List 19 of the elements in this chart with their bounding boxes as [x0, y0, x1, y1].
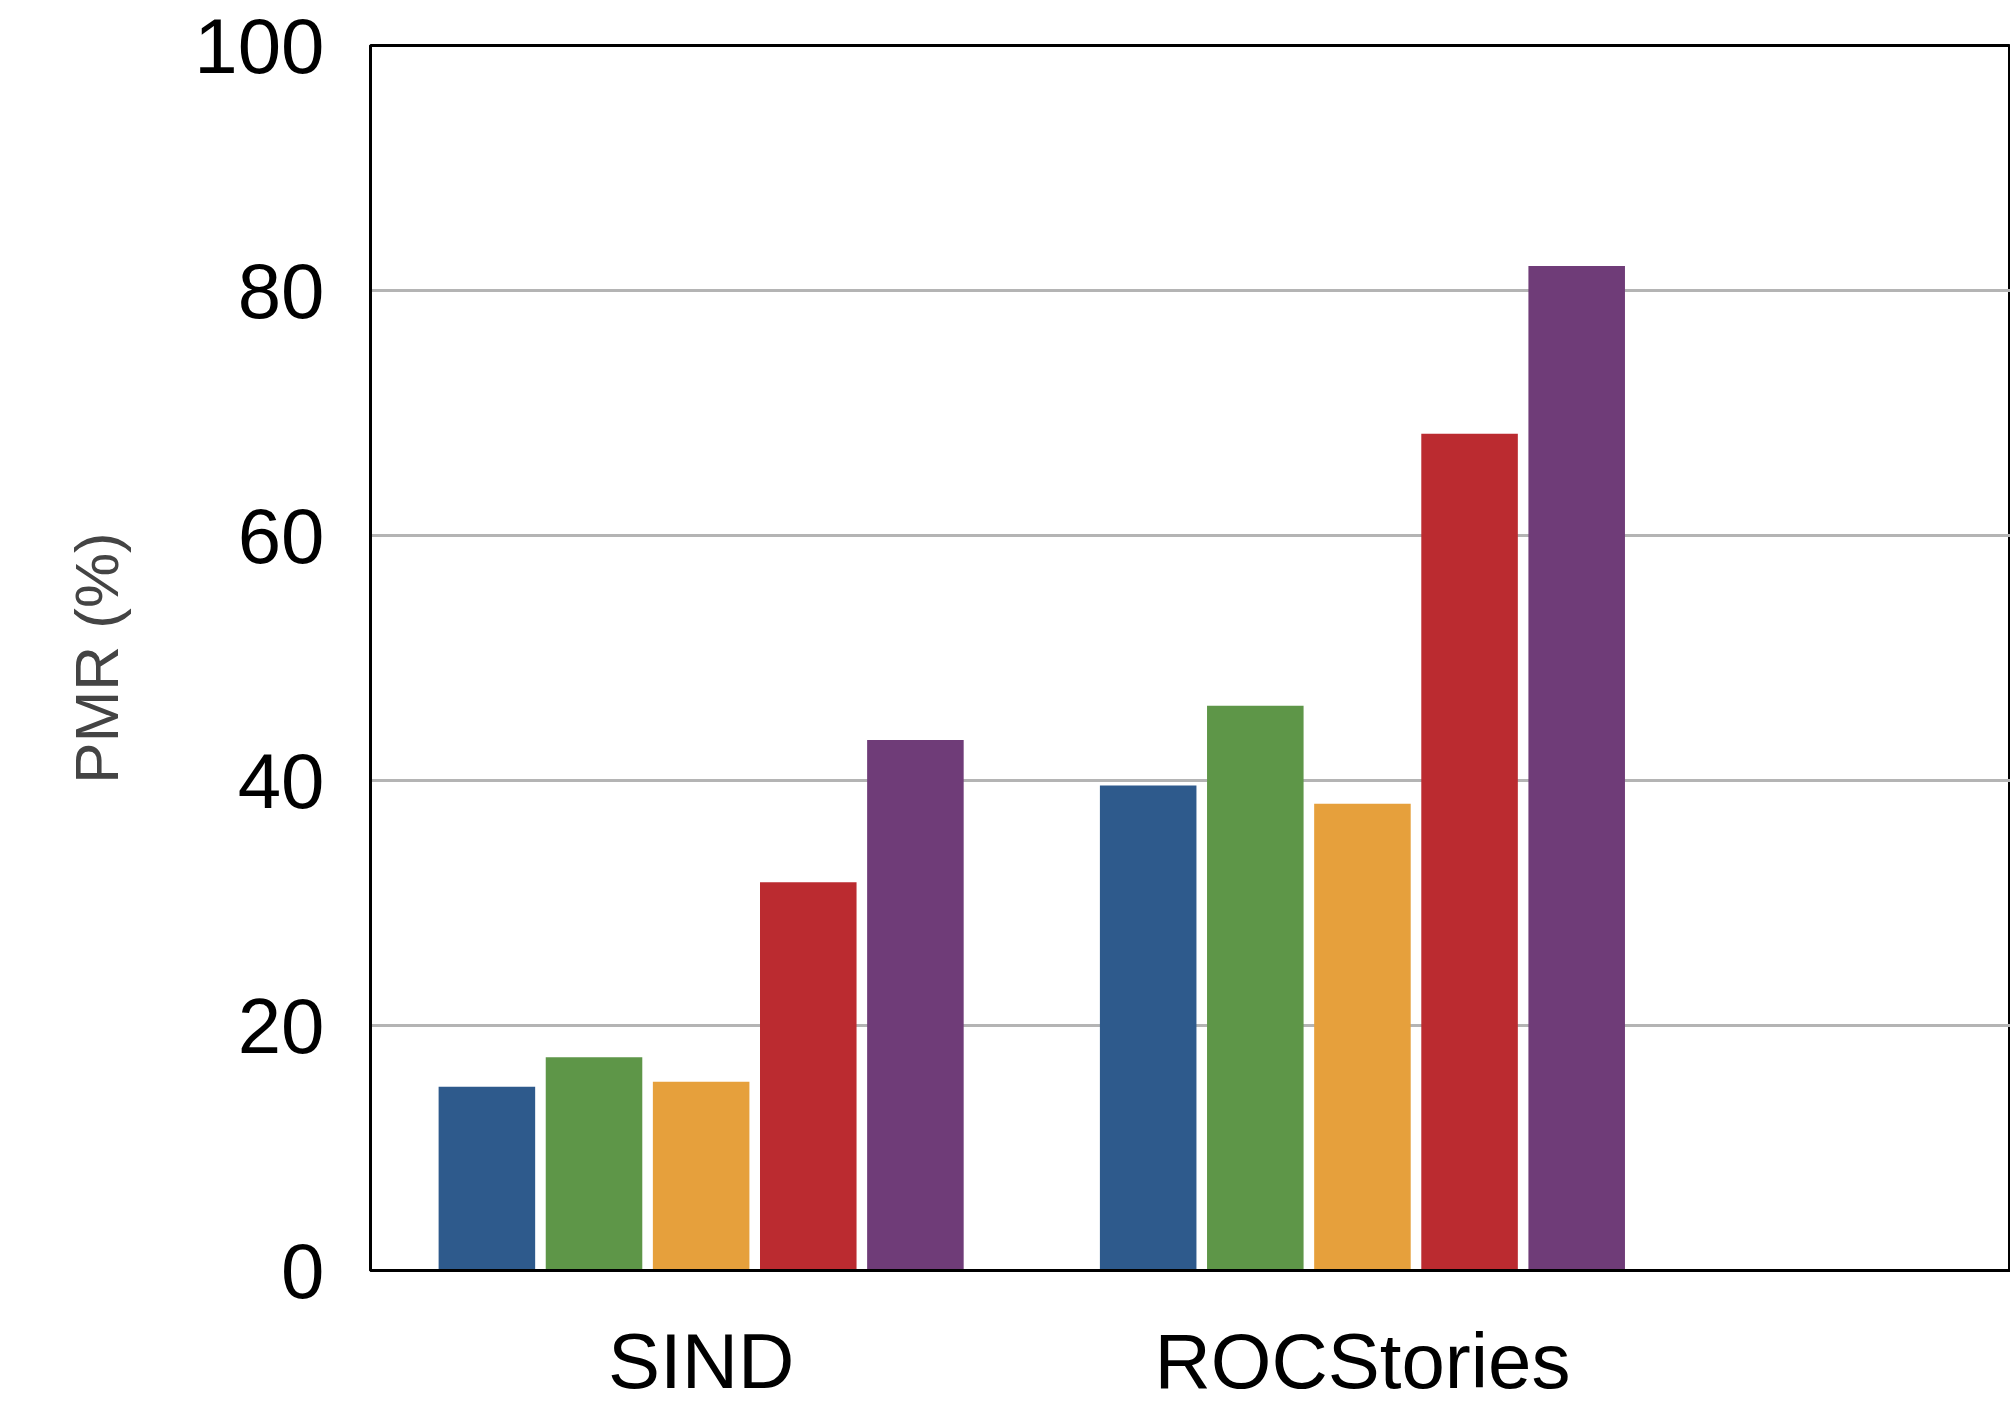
bar [760, 882, 857, 1271]
bar [1528, 266, 1625, 1271]
bar [1207, 705, 1304, 1271]
y-tick-label: 100 [194, 1, 325, 90]
x-tick-label: ROCStories [1154, 1316, 1571, 1405]
bar [545, 1057, 643, 1271]
y-axis-title: PMR (%) [62, 532, 132, 784]
bar [1314, 803, 1411, 1271]
bar [1421, 433, 1518, 1271]
bar [438, 1086, 536, 1271]
y-tick-label: 20 [237, 981, 325, 1070]
y-tick-label: 0 [281, 1226, 325, 1315]
y-tick-label: 40 [237, 736, 325, 825]
y-tick-label: 60 [237, 491, 325, 580]
bar [652, 1081, 750, 1271]
x-tick-label: SIND [607, 1316, 795, 1405]
bar [867, 740, 964, 1271]
bar [1099, 785, 1197, 1271]
y-tick-label: 80 [237, 246, 325, 335]
